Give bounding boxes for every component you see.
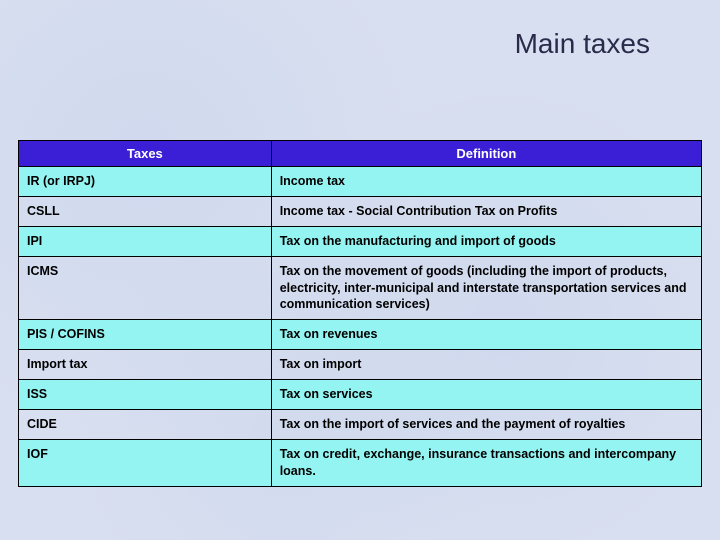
table-row: PIS / COFINS Tax on revenues — [19, 320, 702, 350]
cell-definition: Tax on import — [271, 350, 701, 380]
cell-tax: Import tax — [19, 350, 272, 380]
page-title: Main taxes — [515, 28, 650, 60]
table-row: CIDE Tax on the import of services and t… — [19, 409, 702, 439]
cell-definition: Income tax - Social Contribution Tax on … — [271, 196, 701, 226]
table-row: CSLL Income tax - Social Contribution Ta… — [19, 196, 702, 226]
table-row: Import tax Tax on import — [19, 350, 702, 380]
cell-definition: Tax on services — [271, 380, 701, 410]
column-header-definition: Definition — [271, 141, 701, 167]
column-header-taxes: Taxes — [19, 141, 272, 167]
table-header-row: Taxes Definition — [19, 141, 702, 167]
table-row: IPI Tax on the manufacturing and import … — [19, 226, 702, 256]
table-row: ICMS Tax on the movement of goods (inclu… — [19, 256, 702, 320]
cell-tax: CSLL — [19, 196, 272, 226]
cell-tax: IOF — [19, 439, 272, 486]
cell-definition: Tax on the movement of goods (including … — [271, 256, 701, 320]
table-row: ISS Tax on services — [19, 380, 702, 410]
table-row: IR (or IRPJ) Income tax — [19, 167, 702, 197]
cell-definition: Tax on the manufacturing and import of g… — [271, 226, 701, 256]
cell-tax: ICMS — [19, 256, 272, 320]
cell-tax: ISS — [19, 380, 272, 410]
cell-definition: Tax on credit, exchange, insurance trans… — [271, 439, 701, 486]
table-row: IOF Tax on credit, exchange, insurance t… — [19, 439, 702, 486]
cell-tax: PIS / COFINS — [19, 320, 272, 350]
cell-tax: IR (or IRPJ) — [19, 167, 272, 197]
cell-definition: Income tax — [271, 167, 701, 197]
taxes-table-container: Taxes Definition IR (or IRPJ) Income tax… — [18, 140, 702, 487]
cell-definition: Tax on revenues — [271, 320, 701, 350]
cell-tax: IPI — [19, 226, 272, 256]
cell-definition: Tax on the import of services and the pa… — [271, 409, 701, 439]
taxes-table: Taxes Definition IR (or IRPJ) Income tax… — [18, 140, 702, 487]
cell-tax: CIDE — [19, 409, 272, 439]
